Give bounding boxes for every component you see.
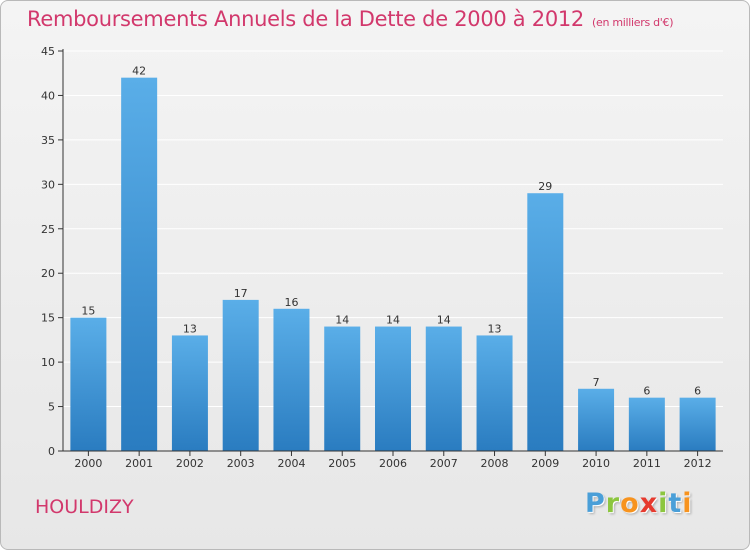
proxiti-logo: Proxiti xyxy=(585,488,693,519)
x-tick-label: 2012 xyxy=(684,457,712,470)
x-tick-label: 2007 xyxy=(430,457,458,470)
x-tick-label: 2005 xyxy=(328,457,356,470)
value-label: 16 xyxy=(284,296,298,309)
bar xyxy=(324,326,361,451)
x-tick-label: 2001 xyxy=(125,457,153,470)
value-label: 13 xyxy=(183,322,197,335)
y-tick-label: 5 xyxy=(48,401,55,414)
bar xyxy=(628,397,665,451)
logo-letter: i xyxy=(658,488,669,519)
labels: 0 5 10 15 20 25 30 35 40 45 15 2000 42 2001 13 2002 17 20… xyxy=(41,45,712,470)
logo-letter: o xyxy=(620,488,640,519)
value-label: 6 xyxy=(643,385,650,398)
x-tick-label: 2000 xyxy=(74,457,102,470)
x-tick-label: 2011 xyxy=(633,457,661,470)
y-tick-label: 25 xyxy=(41,223,55,236)
y-tick-label: 20 xyxy=(41,267,55,280)
value-label: 29 xyxy=(538,180,552,193)
value-label: 6 xyxy=(694,385,701,398)
x-tick-label: 2010 xyxy=(582,457,610,470)
logo-letter: P xyxy=(585,488,606,519)
value-label: 14 xyxy=(386,314,400,327)
title-text: Remboursements Annuels de la Dette de 20… xyxy=(27,7,584,31)
bar xyxy=(578,388,615,451)
commune-name: HOULDIZY xyxy=(35,496,134,518)
x-tick-label: 2009 xyxy=(531,457,559,470)
bar xyxy=(70,317,107,451)
value-label: 7 xyxy=(593,376,600,389)
logo-letter: r xyxy=(605,488,621,519)
y-tick-label: 0 xyxy=(48,445,55,458)
bars xyxy=(70,77,716,452)
x-tick-label: 2004 xyxy=(277,457,305,470)
bar xyxy=(375,326,411,451)
y-tick-label: 40 xyxy=(41,89,55,102)
bar xyxy=(425,326,462,451)
value-label: 17 xyxy=(234,287,248,300)
value-label: 15 xyxy=(81,305,95,318)
bar xyxy=(273,308,310,451)
y-tick-label: 10 xyxy=(41,356,55,369)
value-label: 13 xyxy=(488,322,502,335)
value-label: 42 xyxy=(132,65,146,78)
y-tick-label: 15 xyxy=(41,312,55,325)
bar xyxy=(171,335,208,451)
logo-letter: i xyxy=(682,488,693,519)
x-tick-label: 2006 xyxy=(379,457,407,470)
logo-letter: x xyxy=(639,488,659,519)
bar xyxy=(121,77,158,452)
bar xyxy=(222,299,259,451)
x-tick-label: 2003 xyxy=(227,457,255,470)
logo-letter: t xyxy=(668,488,683,519)
bar xyxy=(679,397,716,451)
x-tick-label: 2008 xyxy=(481,457,509,470)
x-tick-label: 2002 xyxy=(176,457,204,470)
bar xyxy=(527,193,564,451)
y-tick-label: 35 xyxy=(41,134,55,147)
chart-title: Remboursements Annuels de la Dette de 20… xyxy=(27,7,673,31)
chart-subtitle: (en milliers d'€) xyxy=(592,16,674,29)
value-label: 14 xyxy=(335,314,349,327)
bar xyxy=(476,335,513,451)
y-tick-label: 30 xyxy=(41,178,55,191)
axes xyxy=(58,49,723,456)
value-label: 14 xyxy=(437,314,451,327)
y-tick-label: 45 xyxy=(41,45,55,58)
